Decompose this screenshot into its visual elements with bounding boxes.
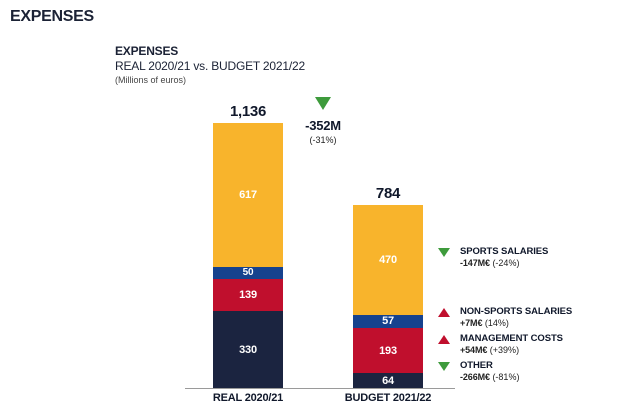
- annotation-non-sports-salaries: NON-SPORTS SALARIES +7M€ (14%): [438, 306, 572, 329]
- annotation-value: -147M€ (-24%): [460, 257, 520, 268]
- chart-units-note: (Millions of euros): [115, 75, 187, 85]
- annotation-other: OTHER -266M€ (-81%): [438, 360, 519, 383]
- total-delta-percent: (-31%): [309, 135, 337, 145]
- bar-budget-2021-22: 784 470 57 193 64: [353, 185, 423, 388]
- annotation-value: -266M€ (-81%): [460, 371, 520, 382]
- annotation-sports-salaries: SPORTS SALARIES -147M€ (-24%): [438, 246, 548, 269]
- bar-segment-management-costs: 193: [353, 328, 423, 374]
- decrease-triangle-icon: [438, 362, 450, 371]
- bar-segment-sports-salaries: 470: [353, 205, 423, 315]
- chart-title: EXPENSES: [115, 44, 179, 58]
- bar-segment-other: 330: [213, 311, 283, 388]
- annotation-value: +54M€ (+39%): [460, 344, 520, 355]
- decrease-triangle-icon: [315, 97, 331, 110]
- annotation-label: MANAGEMENT COSTS: [460, 333, 563, 344]
- bar-total-label: 1,136: [229, 103, 267, 121]
- annotation-value: +7M€ (14%): [460, 317, 509, 328]
- bar-segment-non-sports-salaries: 57: [353, 314, 423, 329]
- bar-segment-other: 64: [353, 373, 423, 388]
- annotation-label: SPORTS SALARIES: [460, 246, 549, 257]
- category-label-real: REAL 2020/21: [212, 392, 284, 404]
- page-title: EXPENSES: [10, 8, 94, 25]
- increase-triangle-icon: [438, 308, 450, 317]
- increase-triangle-icon: [438, 335, 450, 344]
- decrease-triangle-icon: [438, 248, 450, 257]
- chart-title-block: EXPENSES REAL 2020/21 vs. BUDGET 2021/22…: [115, 44, 305, 86]
- bar-real-2020-21: 1,136 617 50 139 330: [213, 103, 283, 388]
- stacked-bar: 470 57 193 64: [353, 205, 423, 388]
- annotation-management-costs: MANAGEMENT COSTS +54M€ (+39%): [438, 333, 563, 356]
- category-label-budget: BUDGET 2021/22: [344, 392, 432, 404]
- annotation-label: OTHER: [460, 360, 493, 371]
- bar-segment-management-costs: 139: [213, 278, 283, 312]
- chart-subtitle: REAL 2020/21 vs. BUDGET 2021/22: [115, 59, 305, 73]
- stacked-bar: 617 50 139 330: [213, 123, 283, 388]
- bar-segment-sports-salaries: 617: [213, 123, 283, 267]
- total-delta-value: -352M: [305, 118, 341, 133]
- x-axis-baseline: [185, 388, 455, 389]
- total-delta-annotation: -352M (-31%): [292, 97, 354, 145]
- bar-segment-non-sports-salaries: 50: [213, 266, 283, 279]
- annotation-label: NON-SPORTS SALARIES: [460, 306, 573, 317]
- bar-total-label: 784: [375, 185, 401, 203]
